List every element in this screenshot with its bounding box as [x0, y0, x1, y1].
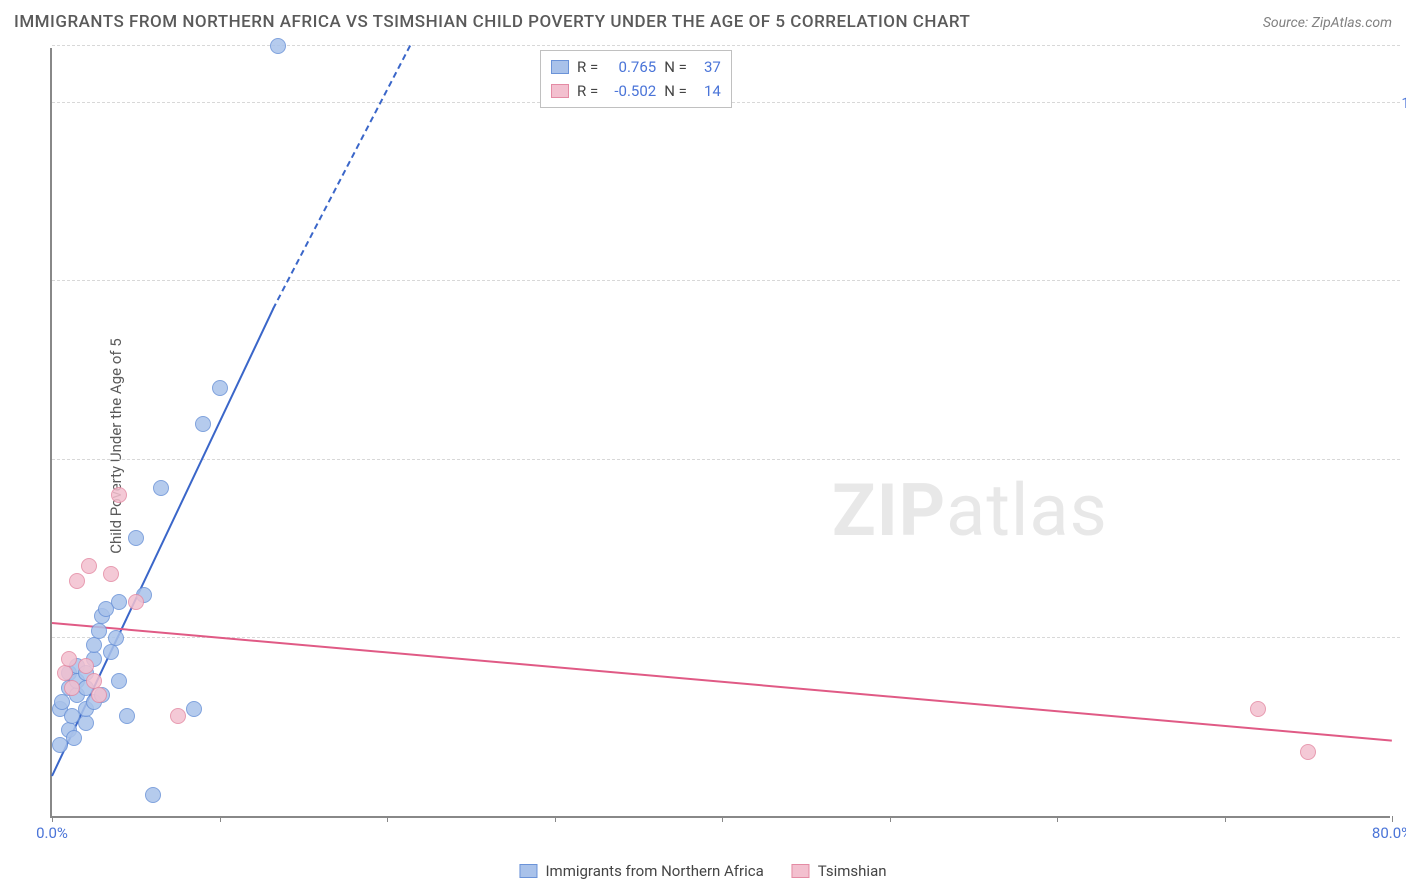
legend-item-blue: Immigrants from Northern Africa [519, 862, 763, 880]
x-tick [722, 816, 723, 822]
data-point-pink [1300, 744, 1316, 760]
correlation-legend: R = 0.765 N = 37 R = -0.502 N = 14 [540, 50, 732, 108]
n-label: N = [664, 55, 687, 79]
y-tick-label: 50.0% [1394, 451, 1406, 469]
data-point-blue [153, 480, 169, 496]
r-label: R = [577, 55, 598, 79]
watermark: ZIPatlas [832, 468, 1108, 553]
r-label: R = [577, 79, 598, 103]
x-tick [555, 816, 556, 822]
gridline-h [52, 280, 1400, 281]
data-point-blue [111, 594, 127, 610]
data-point-blue [111, 673, 127, 689]
data-point-blue [66, 730, 82, 746]
source-name: ZipAtlas.com [1312, 15, 1392, 31]
data-point-blue [108, 630, 124, 646]
plot-area: ZIPatlas 25.0%50.0%75.0%100.0%0.0%80.0% [50, 48, 1390, 818]
n-value-pink: 14 [695, 79, 721, 103]
legend-label-blue: Immigrants from Northern Africa [545, 862, 763, 880]
chart-title: IMMIGRANTS FROM NORTHERN AFRICA VS TSIMS… [14, 12, 970, 32]
correlation-row-pink: R = -0.502 N = 14 [551, 79, 721, 103]
x-tick-label: 0.0% [36, 824, 68, 842]
r-value-blue: 0.765 [606, 55, 656, 79]
correlation-row-blue: R = 0.765 N = 37 [551, 55, 721, 79]
swatch-pink [792, 864, 810, 878]
r-value-pink: -0.502 [606, 79, 656, 103]
x-tick [52, 816, 53, 822]
y-tick-label: 25.0% [1394, 629, 1406, 647]
legend-item-pink: Tsimshian [792, 862, 887, 880]
gridline-h [52, 459, 1400, 460]
swatch-pink [551, 84, 569, 98]
data-point-pink [128, 594, 144, 610]
data-point-pink [69, 573, 85, 589]
watermark-bold: ZIP [832, 468, 946, 553]
data-point-blue [119, 708, 135, 724]
gridline-h [52, 637, 1400, 638]
y-tick-label: 75.0% [1394, 272, 1406, 290]
n-label: N = [664, 79, 687, 103]
source-attribution: Source: ZipAtlas.com [1263, 15, 1392, 31]
data-point-pink [61, 651, 77, 667]
data-point-pink [81, 558, 97, 574]
data-point-blue [128, 530, 144, 546]
data-point-blue [212, 380, 228, 396]
series-legend: Immigrants from Northern Africa Tsimshia… [519, 862, 886, 880]
x-tick [1392, 816, 1393, 822]
x-tick [890, 816, 891, 822]
y-tick-label: 100.0% [1394, 94, 1406, 112]
data-point-blue [86, 637, 102, 653]
data-point-blue [91, 623, 107, 639]
trend-line [52, 622, 1392, 742]
data-point-pink [103, 566, 119, 582]
legend-label-pink: Tsimshian [818, 862, 887, 880]
data-point-blue [78, 715, 94, 731]
trend-line-dashed [272, 45, 411, 310]
gridline-h [52, 45, 1400, 46]
swatch-blue [519, 864, 537, 878]
data-point-pink [1250, 701, 1266, 717]
n-value-blue: 37 [695, 55, 721, 79]
data-point-blue [195, 416, 211, 432]
data-point-pink [64, 680, 80, 696]
data-point-blue [103, 644, 119, 660]
data-point-blue [270, 38, 286, 54]
x-tick [387, 816, 388, 822]
data-point-blue [145, 787, 161, 803]
data-point-blue [54, 694, 70, 710]
data-point-pink [91, 687, 107, 703]
data-point-pink [111, 487, 127, 503]
title-bar: IMMIGRANTS FROM NORTHERN AFRICA VS TSIMS… [14, 12, 1392, 32]
data-point-blue [186, 701, 202, 717]
x-tick [1057, 816, 1058, 822]
source-prefix: Source: [1263, 15, 1312, 31]
x-tick [220, 816, 221, 822]
x-tick [1225, 816, 1226, 822]
x-tick-label: 80.0% [1372, 824, 1406, 842]
data-point-pink [170, 708, 186, 724]
watermark-light: atlas [946, 468, 1108, 553]
swatch-blue [551, 60, 569, 74]
